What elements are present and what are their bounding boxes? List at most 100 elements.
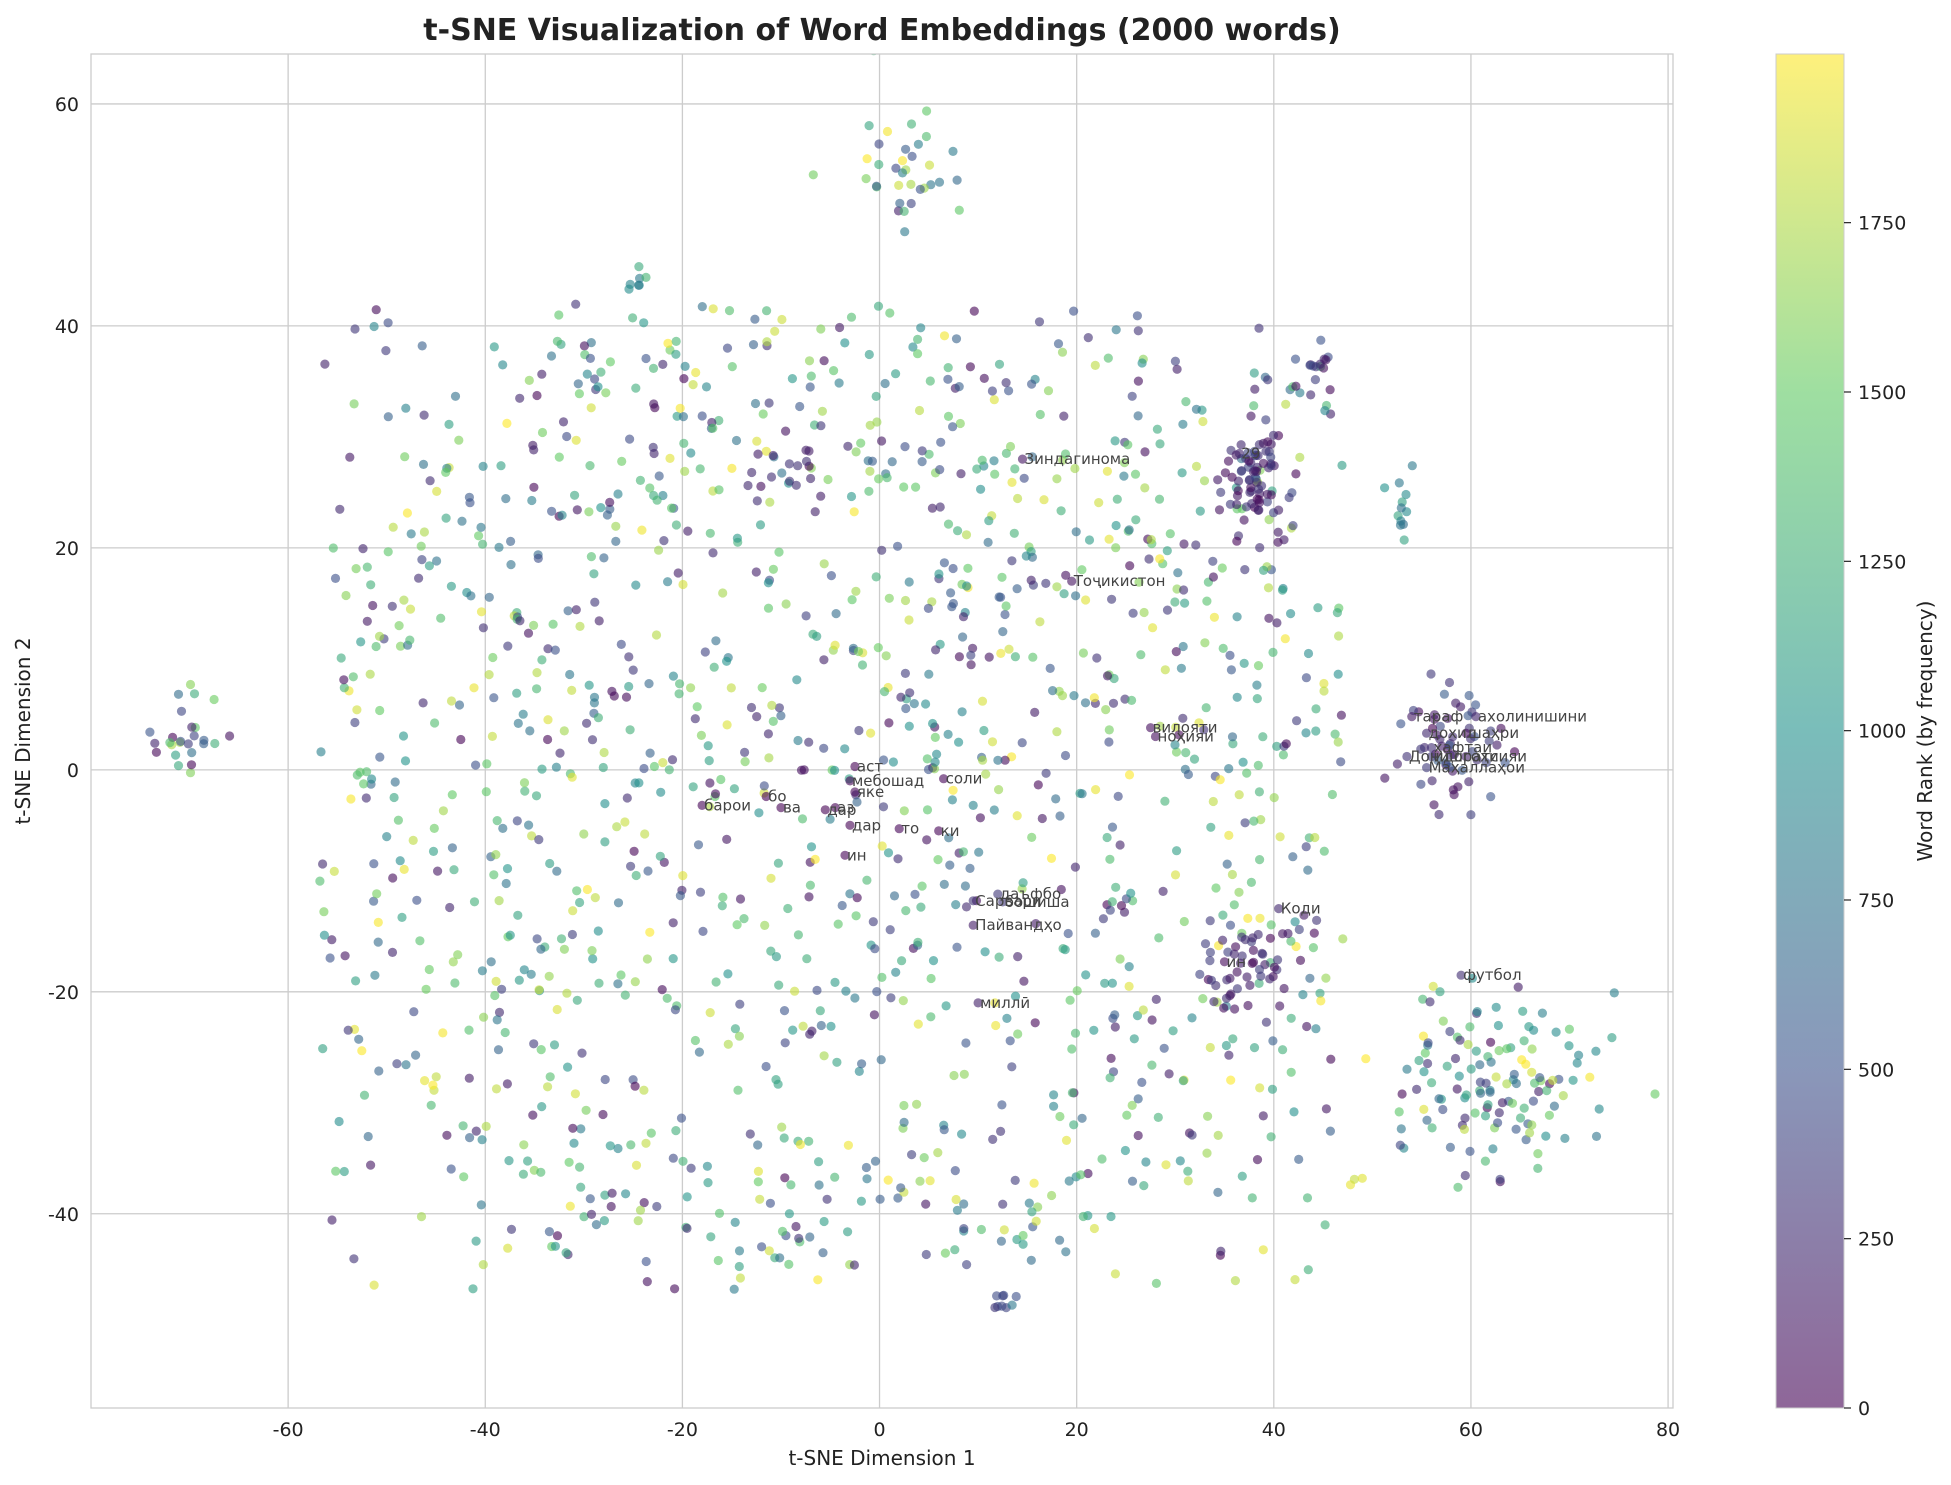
data-point xyxy=(1491,1072,1501,1082)
data-point xyxy=(921,1249,931,1260)
data-point xyxy=(1183,769,1193,780)
data-point xyxy=(674,689,684,699)
data-point xyxy=(770,326,780,336)
data-point xyxy=(549,1040,560,1050)
data-point xyxy=(1013,1029,1023,1039)
data-point xyxy=(1481,1078,1491,1088)
data-point xyxy=(845,889,855,899)
data-point xyxy=(1140,447,1150,457)
data-point xyxy=(524,820,534,830)
data-point xyxy=(968,896,978,906)
data-point xyxy=(599,747,609,758)
data-point xyxy=(1133,411,1143,421)
data-point xyxy=(600,1074,610,1085)
data-point xyxy=(1574,1050,1584,1060)
data-point xyxy=(1256,815,1266,825)
data-point xyxy=(582,369,592,379)
data-point xyxy=(1133,1094,1143,1104)
data-point xyxy=(922,805,933,815)
data-point xyxy=(1220,468,1230,478)
data-point xyxy=(398,731,409,741)
data-point xyxy=(1227,472,1237,482)
data-point xyxy=(536,1045,546,1055)
data-point xyxy=(864,121,874,131)
data-point xyxy=(961,530,972,540)
data-point xyxy=(1223,456,1234,466)
data-point xyxy=(926,973,936,984)
data-point xyxy=(634,778,644,788)
data-point xyxy=(1139,1181,1149,1191)
data-point xyxy=(973,998,983,1008)
data-point xyxy=(1361,1054,1371,1064)
data-point xyxy=(1069,691,1079,701)
data-point xyxy=(781,599,791,609)
data-point xyxy=(957,1129,967,1139)
word-label: дар xyxy=(852,816,881,834)
data-point xyxy=(565,1201,575,1211)
data-point xyxy=(673,568,683,578)
data-point xyxy=(1107,978,1117,988)
data-point xyxy=(1305,973,1315,983)
data-point xyxy=(917,446,927,456)
data-point xyxy=(493,1045,504,1055)
data-point xyxy=(754,808,764,818)
word-label: аз xyxy=(837,799,854,817)
data-point xyxy=(1230,1276,1240,1286)
data-point xyxy=(506,560,516,570)
data-point xyxy=(330,573,341,584)
data-point xyxy=(877,436,887,446)
data-point xyxy=(969,306,979,316)
data-point xyxy=(189,731,199,741)
data-point xyxy=(620,990,630,1000)
data-point xyxy=(1438,1104,1448,1115)
data-point xyxy=(348,672,358,682)
data-point xyxy=(529,1039,539,1049)
data-point xyxy=(1035,617,1045,627)
data-point xyxy=(1227,732,1238,742)
data-point xyxy=(1227,869,1237,880)
data-point xyxy=(954,205,964,215)
word-label: ва xyxy=(783,799,801,817)
data-point xyxy=(585,461,595,471)
data-point xyxy=(389,792,399,803)
data-point xyxy=(1057,347,1068,357)
data-point xyxy=(994,785,1004,795)
data-point xyxy=(752,436,762,446)
data-point xyxy=(634,280,644,290)
data-point xyxy=(913,334,923,344)
data-point xyxy=(362,616,372,626)
data-point xyxy=(1418,1031,1428,1041)
data-point xyxy=(735,1273,746,1283)
data-point xyxy=(1232,967,1242,977)
data-point xyxy=(1104,534,1114,544)
data-point xyxy=(537,369,547,379)
data-point xyxy=(704,756,714,766)
data-point xyxy=(1123,440,1133,450)
data-point xyxy=(586,552,597,562)
data-point xyxy=(1154,494,1165,504)
word-label: Маҳаллаҳои xyxy=(1429,759,1525,777)
data-point xyxy=(352,770,362,780)
data-point xyxy=(1170,356,1180,366)
data-point xyxy=(922,754,932,764)
data-point xyxy=(431,1072,441,1082)
data-point xyxy=(761,1061,771,1072)
data-point xyxy=(442,1130,452,1140)
data-point xyxy=(649,399,659,409)
data-point xyxy=(607,1188,617,1198)
data-point xyxy=(934,826,944,836)
data-point xyxy=(1255,855,1265,865)
data-point xyxy=(690,1035,701,1046)
data-point xyxy=(372,889,382,899)
data-point xyxy=(984,652,994,662)
data-point xyxy=(1236,466,1246,476)
data-point xyxy=(1263,583,1274,593)
data-point xyxy=(334,1116,344,1127)
word-label: ҳафтаи xyxy=(1434,739,1493,757)
data-point xyxy=(335,504,345,514)
data-point xyxy=(1650,1089,1660,1099)
data-point xyxy=(710,789,721,799)
data-point xyxy=(151,747,161,757)
